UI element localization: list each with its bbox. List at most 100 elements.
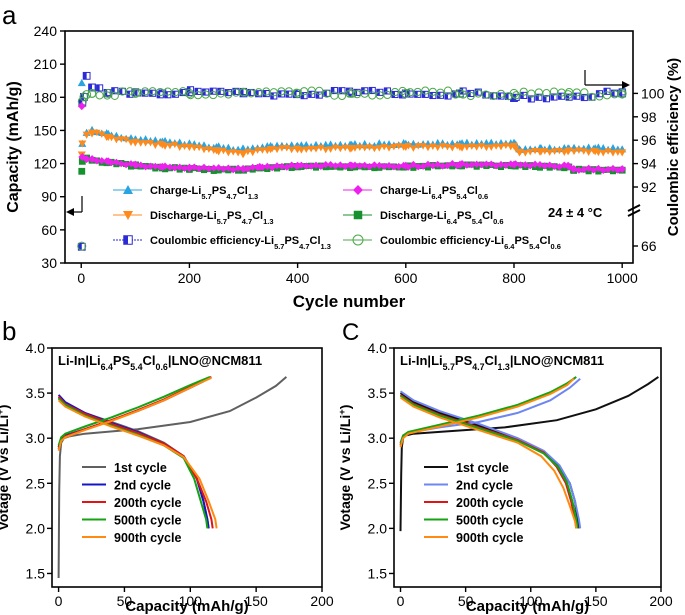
y-axis-label-b: Votage (V vs Li/Li+) (0, 405, 11, 531)
data-point-a (383, 90, 392, 100)
y-tick-label-a: 210 (34, 56, 58, 72)
data-point-a (531, 160, 539, 168)
data-point-a (253, 163, 262, 171)
legend-marker-a (123, 211, 133, 220)
data-point-a (458, 145, 466, 152)
data-point-a (125, 87, 135, 96)
data-point-a (404, 163, 413, 171)
data-point-a (142, 163, 150, 171)
data-point-a (234, 164, 242, 172)
data-point-a (336, 161, 344, 169)
legend-label-a: Coulombic efficiency-Li6.4PS5.4Cl0.6 (380, 235, 561, 251)
data-point-a (292, 145, 301, 153)
data-point-a-fill (384, 87, 388, 95)
y-tick-label-c: 1.5 (368, 565, 388, 581)
panel-label-a: a (2, 0, 17, 30)
chart-title-c: Li-In|Li5.7PS4.7Cl1.3|LNO@NCM811 (400, 353, 604, 372)
data-point-a (176, 138, 184, 145)
data-point-a (521, 150, 529, 157)
series-b-4 (57, 376, 218, 529)
data-point-a (473, 160, 481, 168)
x-tick-label-b: 50 (117, 593, 133, 609)
data-point-a (448, 144, 456, 152)
data-point-a (535, 93, 543, 101)
data-point-a (78, 140, 87, 148)
data-point-a (565, 93, 573, 101)
series-a-4 (77, 71, 627, 251)
data-point-a (497, 160, 505, 169)
data-point-a (82, 131, 91, 139)
data-point-a (82, 90, 92, 100)
data-point-a (390, 87, 400, 97)
data-point-a (322, 160, 330, 169)
legend-label-b: 900th cycle (114, 531, 181, 545)
charge-curve-b (57, 375, 211, 446)
data-point-a (302, 146, 310, 153)
y2-tick-label-a: 98 (641, 109, 657, 125)
panel-b: 0 50 100 150 200 1.5 2.0 2.5 3.0 3.5 4.0 Capacity (… (0, 340, 334, 615)
data-point-a (315, 86, 324, 95)
data-point-a (380, 162, 388, 170)
data-point-a (482, 160, 491, 168)
chart-title-b: Li-In|Li6.4PS5.4Cl0.6|LNO@NCM811 (58, 353, 262, 372)
data-point-a (512, 91, 521, 100)
data-point-a-fill (172, 91, 176, 98)
data-point-a (315, 91, 323, 99)
data-point-a (536, 161, 544, 169)
data-point-a-fill (149, 90, 153, 97)
discharge-curve-c (399, 394, 579, 529)
data-point-a (283, 145, 291, 152)
legend-label-b: 500th cycle (114, 514, 181, 528)
data-point-a (146, 162, 155, 170)
data-point-a (338, 87, 346, 95)
annotation-temp-a: 24 ± 4 °C (548, 205, 603, 220)
data-point-a-fill (225, 89, 229, 96)
y-tick-label-a: 90 (41, 189, 57, 205)
data-point-a (541, 162, 549, 170)
data-point-a (278, 145, 286, 152)
data-point-a (609, 164, 617, 173)
y-tick-label-c: 4.0 (368, 340, 388, 356)
arrow-left-head-a (66, 208, 74, 216)
data-point-a (409, 145, 417, 152)
data-point-a-fill (80, 93, 84, 101)
data-point-a-fill (399, 91, 403, 98)
data-point-a (87, 89, 97, 98)
legend-marker-a-fill (123, 235, 128, 245)
data-point-a (336, 145, 344, 153)
data-point-a (492, 162, 500, 170)
legend-marker-a (123, 235, 133, 245)
data-point-a (492, 143, 500, 150)
y-tick-label-b: 3.0 (26, 430, 46, 446)
data-point-a (161, 162, 169, 170)
x-tick-label-b: 200 (310, 593, 334, 609)
data-point-a (185, 144, 194, 151)
y-tick-label-a: 30 (41, 255, 57, 271)
y-tick-label-c: 3.0 (368, 430, 388, 446)
data-point-a (166, 163, 174, 171)
legend-label-a: Discharge-Li5.7PS4.7Cl1.3 (150, 210, 274, 226)
x-tick-label-a: 600 (394, 270, 418, 286)
x-tick-label-c: 200 (649, 593, 673, 609)
data-point-a (307, 162, 315, 170)
data-point-a (112, 136, 120, 144)
data-point-a (370, 161, 379, 169)
data-point-a (200, 146, 208, 154)
data-point-a-fill (588, 94, 592, 101)
legend-label-a: Charge-Li5.7PS4.7Cl1.3 (150, 185, 258, 201)
data-point-a-fill (96, 84, 100, 91)
data-point-a (468, 161, 476, 169)
data-point-a (132, 161, 140, 170)
data-point-a (278, 162, 286, 171)
data-point-a (200, 141, 208, 148)
series-a-2 (77, 102, 627, 175)
data-point-a (117, 136, 125, 143)
y2-axis-label-a: Coulombic efficiency (%) (665, 58, 682, 236)
data-point-a (438, 162, 447, 170)
legend-label-b: 2nd cycle (114, 479, 171, 493)
data-point-a-fill (407, 91, 411, 98)
data-point-a (117, 160, 125, 168)
data-point-a-fill (528, 95, 532, 103)
x-axis-label-c: Capacity (mAh/g) (466, 598, 589, 615)
data-point-a (474, 89, 483, 98)
